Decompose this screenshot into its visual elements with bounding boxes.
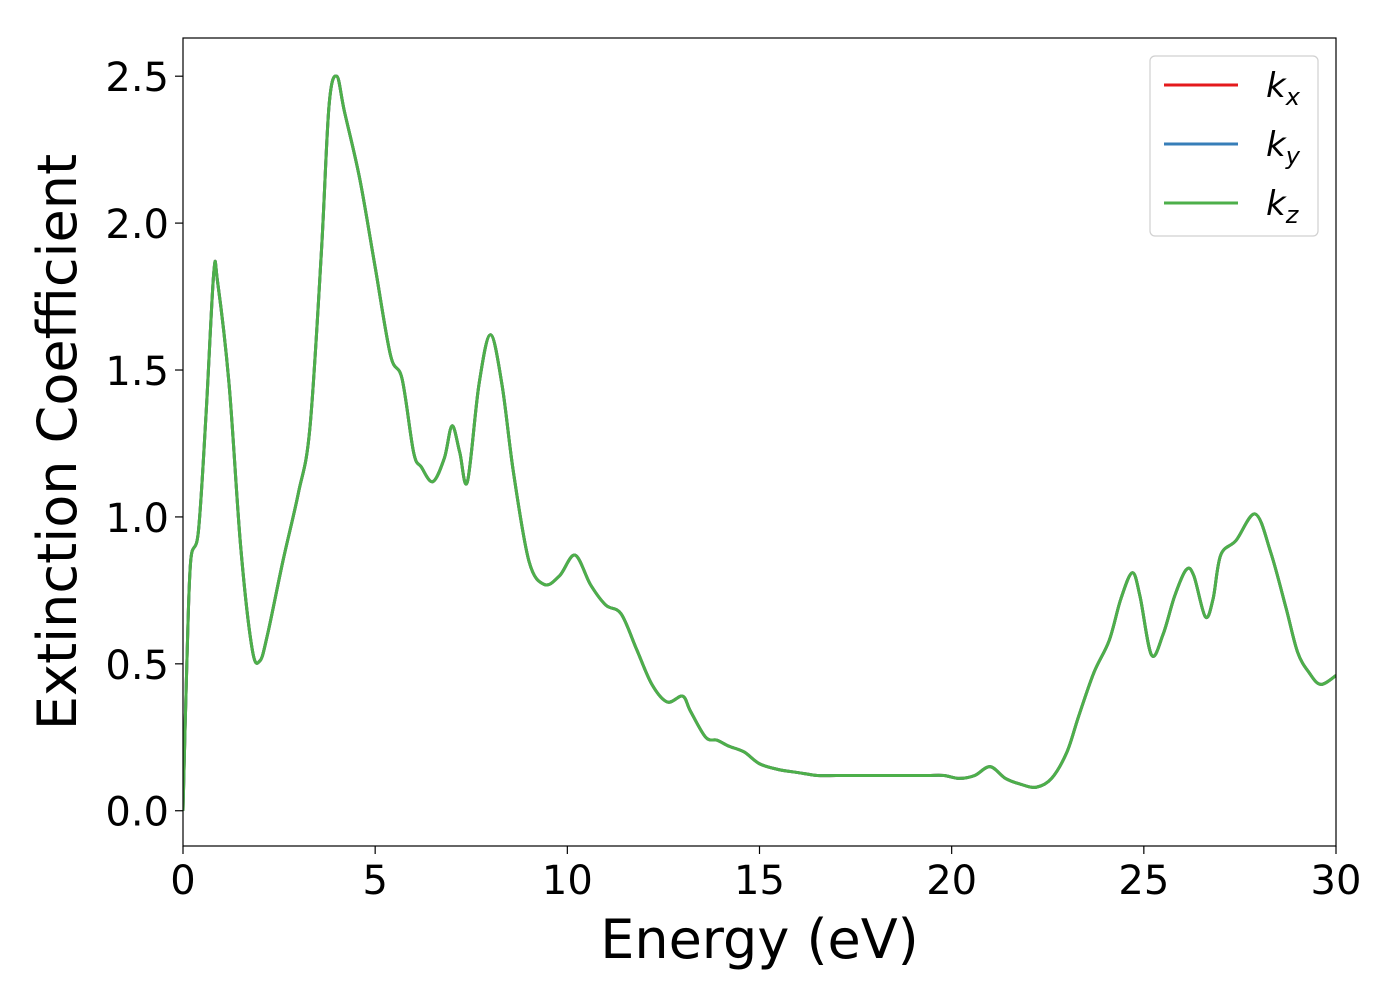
x-tick-label: 0 <box>170 858 195 904</box>
y-tick-label: 0.0 <box>105 790 169 836</box>
x-tick-label: 5 <box>362 858 387 904</box>
x-tick-label: 15 <box>734 858 785 904</box>
legend-label-kx: kx <box>1266 66 1301 111</box>
y-tick-label: 0.5 <box>105 643 169 689</box>
y-tick-label: 1.5 <box>105 349 169 395</box>
x-tick-label: 25 <box>1118 858 1169 904</box>
x-axis-ticks: 0 5 10 15 20 25 30 <box>170 846 1361 904</box>
series-line-kz <box>183 74 1336 811</box>
y-tick-label: 2.0 <box>105 202 169 248</box>
x-axis-label: Energy (eV) <box>600 908 919 971</box>
y-tick-label: 2.5 <box>105 55 169 101</box>
x-tick-label: 20 <box>926 858 977 904</box>
x-tick-label: 30 <box>1311 858 1362 904</box>
legend: kx ky kz <box>1149 55 1319 237</box>
x-tick-label: 10 <box>542 858 593 904</box>
legend-label-ky: ky <box>1266 125 1301 170</box>
y-tick-label: 1.0 <box>105 496 169 542</box>
y-axis-label: Extinction Coefficient <box>26 154 89 730</box>
legend-box <box>1149 55 1319 237</box>
legend-label-kz: kz <box>1266 184 1300 229</box>
plot-lines <box>183 74 1336 811</box>
y-axis-ticks: 0.0 0.5 1.0 1.5 2.0 2.5 <box>105 55 183 836</box>
